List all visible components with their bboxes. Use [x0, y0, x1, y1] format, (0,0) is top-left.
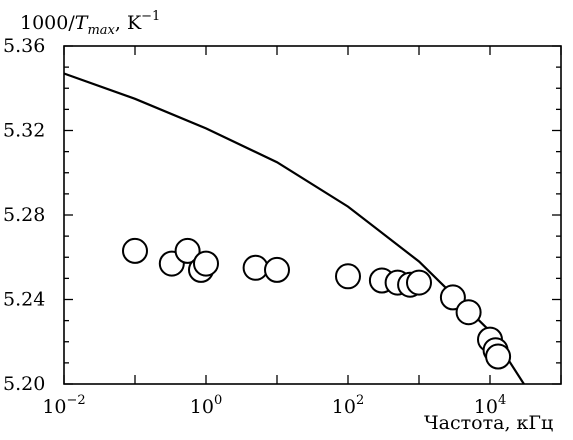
x-tick-base: 10 — [332, 396, 356, 418]
x-tick-base: 10 — [190, 396, 214, 418]
x-tick-labels: 10−2 100 102 104 — [42, 393, 506, 418]
y-tick-label: 5.24 — [3, 289, 45, 311]
x-tick-label: 104 — [474, 393, 506, 418]
data-point — [264, 256, 290, 283]
axis-ticks — [63, 45, 562, 385]
data-point — [193, 250, 219, 277]
y-axis-label: 1000/Tmax, K−1 — [20, 9, 160, 38]
y-axis-label-number: 1000/ — [20, 12, 75, 34]
x-tick-base: 10 — [474, 396, 498, 418]
y-tick-label: 5.32 — [3, 120, 45, 142]
x-tick-label: 10−2 — [42, 393, 85, 418]
data-point — [335, 263, 361, 290]
y-tick-label: 5.36 — [3, 35, 45, 57]
data-point — [242, 254, 269, 281]
y-tick-label: 5.20 — [3, 373, 45, 395]
data-point — [174, 237, 201, 264]
data-point — [439, 284, 466, 311]
x-tick-exp: 0 — [214, 393, 222, 408]
y-axis-label-unit: , K — [115, 12, 142, 34]
data-point — [122, 237, 148, 264]
x-tick-base: 10 — [42, 396, 66, 418]
x-axis-label: Частота, кГц — [424, 412, 553, 434]
x-tick-label: 102 — [332, 393, 364, 418]
model-curve — [63, 72, 525, 385]
data-points — [122, 237, 512, 370]
x-tick-exp: −2 — [67, 393, 86, 408]
data-point — [455, 299, 482, 326]
y-axis-label-var: T — [75, 12, 89, 34]
y-tick-labels: 5.20 5.24 5.28 5.32 5.36 — [3, 35, 45, 395]
data-point — [406, 269, 432, 296]
x-tick-exp: 4 — [498, 393, 506, 408]
x-tick-label: 100 — [190, 393, 222, 418]
y-axis-label-exp: −1 — [141, 9, 160, 24]
data-point — [485, 343, 512, 370]
x-tick-exp: 2 — [356, 393, 364, 408]
y-tick-label: 5.28 — [3, 204, 45, 226]
y-axis-label-sub: max — [87, 23, 115, 38]
